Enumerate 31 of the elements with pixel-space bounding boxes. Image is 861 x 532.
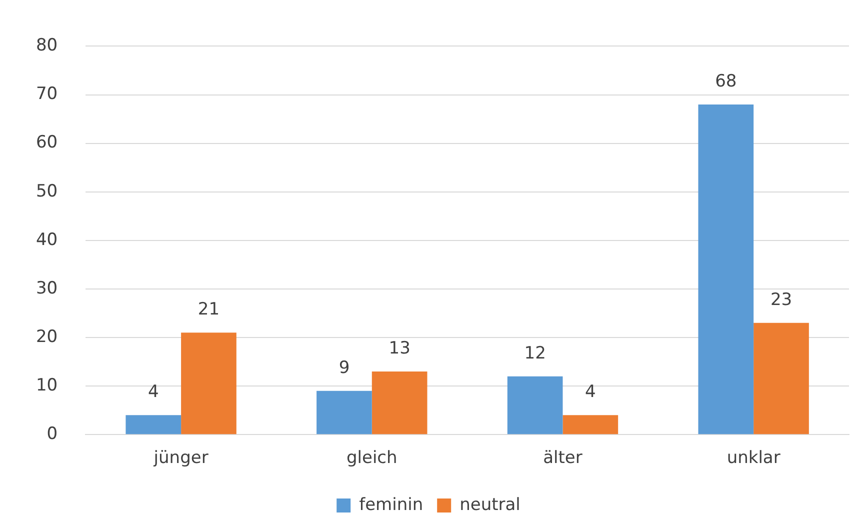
data-label: 4 [148, 382, 159, 402]
data-label: 13 [388, 338, 410, 358]
bar [754, 322, 809, 434]
data-label: 23 [770, 290, 792, 310]
y-tick-label: 40 [36, 230, 58, 250]
bar [562, 415, 618, 434]
data-label: 12 [524, 343, 546, 364]
bar [126, 415, 182, 434]
y-tick-label: 50 [36, 181, 58, 202]
data-label: 9 [338, 358, 350, 378]
bar [698, 104, 754, 434]
data-label: 4 [584, 382, 596, 402]
legend-label: feminin [359, 494, 424, 515]
y-tick-label: 30 [36, 278, 58, 298]
y-tick-label: 0 [46, 424, 58, 444]
y-tick-label: 80 [36, 36, 58, 56]
y-tick-label: 10 [36, 375, 58, 396]
x-tick-label: jünger [152, 448, 208, 468]
data-label: 68 [715, 71, 737, 92]
bar [372, 371, 428, 434]
x-tick-label: unklar [726, 448, 780, 468]
x-tick-label: älter [543, 448, 582, 468]
data-label: 21 [198, 300, 220, 320]
y-tick-label: 60 [36, 132, 58, 153]
legend-label: neutral [460, 494, 520, 515]
bar [316, 390, 372, 434]
x-tick-label: gleich [346, 448, 398, 468]
bar [181, 332, 236, 434]
y-tick-label: 20 [36, 326, 58, 347]
bar [507, 376, 563, 434]
y-tick-label: 70 [36, 84, 58, 104]
